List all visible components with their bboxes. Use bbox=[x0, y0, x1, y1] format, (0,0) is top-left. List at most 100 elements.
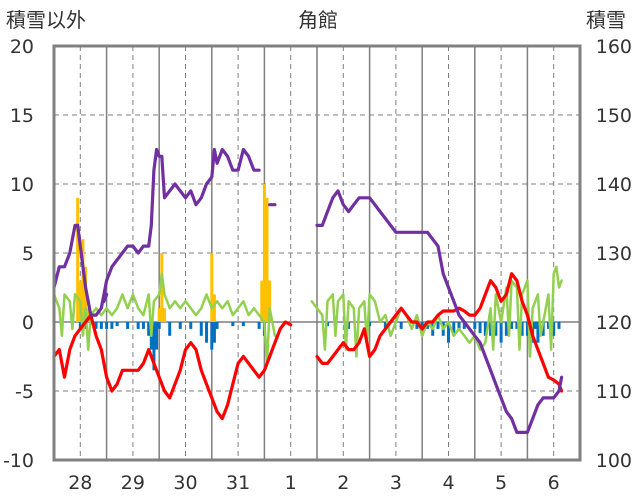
x-tick-label: 30 bbox=[173, 472, 197, 494]
bar-precipitation bbox=[212, 322, 216, 343]
x-tick-label: 1 bbox=[285, 472, 297, 494]
bar-precipitation bbox=[457, 322, 461, 329]
y-left-tick-label: -5 bbox=[15, 381, 34, 403]
bar-precipitation bbox=[152, 322, 156, 371]
x-tick-label: 5 bbox=[495, 472, 507, 494]
bar-precipitation bbox=[147, 322, 151, 336]
bar-precipitation bbox=[483, 322, 487, 336]
bar-precipitation bbox=[241, 322, 245, 327]
y-left-axis-label: 積雪以外 bbox=[6, 8, 86, 32]
bar-precipitation bbox=[546, 322, 550, 329]
bar-precipitation bbox=[168, 322, 172, 336]
bar-precipitation bbox=[489, 322, 493, 336]
bar-precipitation bbox=[462, 322, 466, 329]
chart-title: 角館 bbox=[298, 8, 338, 32]
series-line-snow-depth bbox=[315, 189, 564, 434]
x-tick-label: 3 bbox=[390, 472, 402, 494]
bar-precipitation bbox=[473, 322, 477, 329]
bar-marks bbox=[76, 184, 561, 371]
x-tick-label: 28 bbox=[68, 472, 92, 494]
bar-precipitation bbox=[368, 322, 372, 327]
y-right-tick-label: 140 bbox=[596, 174, 632, 196]
bar-snowfall bbox=[81, 239, 85, 322]
bar-snowfall bbox=[268, 280, 272, 322]
bar-precipitation bbox=[94, 322, 98, 329]
y-right-tick-label: 160 bbox=[596, 36, 632, 58]
bar-precipitation bbox=[499, 322, 503, 343]
bar-precipitation bbox=[510, 322, 514, 329]
bar-precipitation bbox=[504, 322, 508, 336]
bar-precipitation bbox=[536, 322, 540, 343]
bar-snowfall bbox=[157, 308, 161, 322]
bar-precipitation bbox=[436, 322, 440, 329]
series-line-snow-depth bbox=[52, 147, 261, 317]
bar-precipitation bbox=[552, 322, 556, 336]
y-right-tick-label: 110 bbox=[596, 381, 632, 403]
bar-precipitation bbox=[399, 322, 403, 329]
bar-precipitation bbox=[99, 322, 103, 329]
y-left-tick-label: -10 bbox=[3, 450, 34, 472]
y-left-tick-label: 5 bbox=[22, 243, 34, 265]
bar-precipitation bbox=[257, 322, 261, 329]
bar-precipitation bbox=[347, 322, 351, 329]
x-tick-label: 29 bbox=[121, 472, 145, 494]
y-right-tick-label: 130 bbox=[596, 243, 632, 265]
bar-precipitation bbox=[478, 322, 482, 334]
bar-precipitation bbox=[199, 322, 203, 336]
y-right-ticks: 160 150 140 130 120 110 100 bbox=[596, 36, 632, 472]
bar-precipitation bbox=[157, 322, 161, 329]
bar-precipitation bbox=[383, 322, 387, 329]
bar-precipitation bbox=[141, 322, 145, 329]
bar-snowfall bbox=[160, 253, 164, 322]
bar-precipitation bbox=[215, 322, 219, 329]
bar-precipitation bbox=[210, 322, 214, 350]
y-right-tick-label: 150 bbox=[596, 105, 632, 127]
bar-precipitation bbox=[525, 322, 529, 336]
bar-precipitation bbox=[533, 322, 537, 329]
bar-snowfall bbox=[76, 197, 80, 322]
bar-precipitation bbox=[136, 322, 140, 329]
x-tick-label: 6 bbox=[548, 472, 560, 494]
line-marks bbox=[52, 147, 564, 434]
y-right-tick-label: 100 bbox=[596, 450, 632, 472]
x-tick-label: 31 bbox=[226, 472, 250, 494]
bar-snowfall bbox=[212, 294, 216, 322]
y-right-axis-label: 積雪 bbox=[586, 8, 626, 32]
bar-precipitation bbox=[155, 322, 159, 350]
series-line-snow-depth bbox=[102, 292, 109, 303]
y-left-tick-label: 0 bbox=[22, 312, 34, 334]
series-line-temperature bbox=[52, 313, 293, 421]
x-tick-label: 2 bbox=[337, 472, 349, 494]
bar-snowfall bbox=[262, 184, 266, 322]
bar-precipitation bbox=[231, 322, 235, 327]
bar-snowfall bbox=[86, 308, 90, 322]
y-left-tick-label: 10 bbox=[10, 174, 34, 196]
y-left-tick-label: 20 bbox=[10, 36, 34, 58]
x-tick-label: 4 bbox=[442, 472, 454, 494]
y-left-ticks: 20 15 10 5 0 -5 -10 bbox=[3, 36, 34, 472]
bar-precipitation bbox=[178, 322, 182, 329]
bar-precipitation bbox=[115, 322, 119, 327]
bar-precipitation bbox=[415, 322, 419, 329]
bar-precipitation bbox=[126, 322, 130, 329]
bar-snowfall bbox=[162, 308, 166, 322]
bar-snowfall bbox=[260, 280, 264, 322]
bar-precipitation bbox=[78, 322, 82, 329]
bar-snowfall bbox=[265, 197, 269, 322]
bar-precipitation bbox=[515, 322, 519, 329]
series-line-temperature bbox=[315, 272, 564, 393]
series-line-wind bbox=[52, 272, 277, 365]
bar-precipitation bbox=[189, 322, 193, 329]
bar-precipitation bbox=[452, 322, 456, 336]
y-left-tick-label: 15 bbox=[10, 105, 34, 127]
y-right-tick-label: 120 bbox=[596, 312, 632, 334]
bar-precipitation bbox=[541, 322, 545, 336]
plot-frame bbox=[52, 44, 582, 462]
bar-snowfall bbox=[210, 253, 214, 322]
bar-precipitation bbox=[110, 322, 114, 329]
x-ticks: 28 29 30 31 1 2 3 4 5 6 bbox=[68, 472, 560, 494]
bar-precipitation bbox=[557, 322, 561, 329]
bar-precipitation bbox=[494, 322, 498, 336]
